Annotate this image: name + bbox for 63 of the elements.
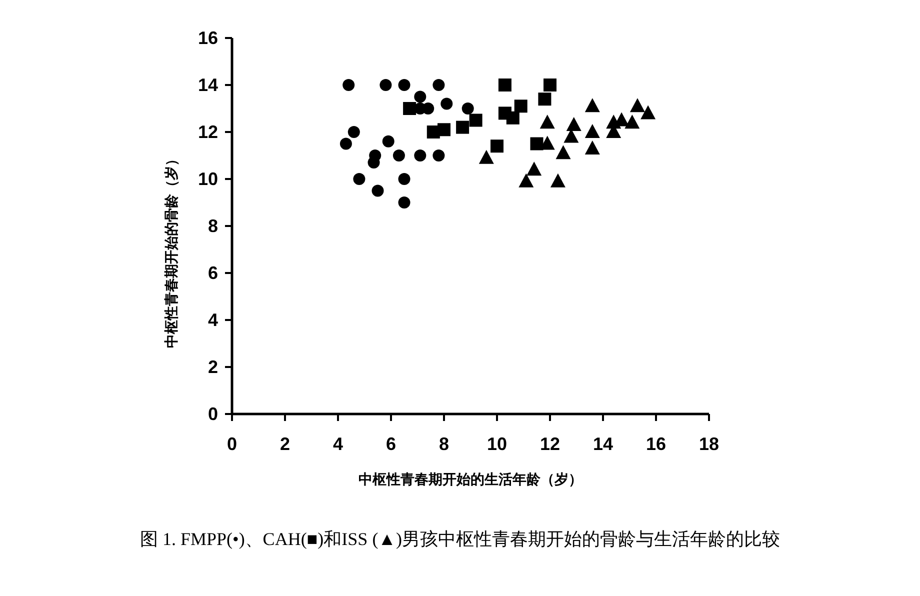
point: [490, 140, 504, 153]
y-tick-label: 14: [198, 75, 218, 95]
point: [566, 116, 582, 131]
point: [584, 140, 600, 154]
point: [403, 102, 416, 115]
point: [550, 173, 566, 188]
point: [526, 162, 542, 176]
x-tick-label: 0: [226, 434, 238, 454]
y-tick-label: 10: [198, 169, 218, 189]
point: [584, 98, 600, 112]
point: [392, 150, 405, 162]
y-tick-label: 4: [208, 310, 218, 330]
x-tick-label: 6: [386, 434, 396, 454]
point: [462, 102, 474, 114]
point: [469, 114, 482, 127]
point: [514, 100, 528, 113]
point: [518, 173, 534, 188]
point: [353, 173, 366, 185]
point: [584, 124, 600, 138]
caption: 图 1. FMPP(•)、CAH(■)和ISS (▲)男孩中枢性青春期开始的骨龄与生活年龄的比较: [140, 529, 780, 549]
x-tick-label: 2: [280, 434, 290, 454]
x-tick-label: 18: [698, 434, 720, 454]
point: [432, 79, 445, 91]
point: [538, 92, 552, 106]
point: [440, 98, 453, 110]
y-tick-label: 2: [208, 357, 218, 377]
y-tick-label: 8: [208, 216, 218, 236]
point: [414, 150, 426, 162]
point: [380, 79, 392, 91]
x-tick-label: 16: [646, 434, 666, 454]
x-tick-label: 14: [592, 434, 614, 454]
point: [398, 173, 410, 185]
point: [438, 123, 450, 136]
point: [398, 79, 410, 91]
point: [498, 78, 512, 92]
point: [540, 114, 555, 129]
point: [456, 120, 470, 134]
point: [530, 137, 544, 150]
point: [624, 114, 640, 129]
x-tick-label: 10: [486, 434, 508, 454]
x-tick-label: 12: [540, 434, 560, 454]
point: [478, 150, 494, 164]
point: [340, 138, 352, 150]
point: [640, 105, 656, 120]
y-tick-label: 0: [208, 404, 218, 424]
y-tick-label: 6: [208, 263, 218, 283]
x-axis-title: 中枢性青春期开始的生活年龄（岁）: [358, 471, 582, 487]
point: [432, 150, 445, 162]
x-tick-label: 8: [438, 434, 450, 454]
x-tick-label: 4: [332, 434, 344, 454]
point: [382, 135, 394, 148]
point: [368, 156, 380, 169]
y-tick-label: 12: [198, 122, 218, 142]
point: [348, 126, 360, 138]
point: [556, 145, 571, 160]
y-axis-title: 中枢性青春期开始的骨龄（岁）: [163, 152, 179, 348]
y-tick-label: 16: [198, 28, 218, 48]
point: [372, 184, 384, 197]
point: [398, 196, 410, 208]
point: [342, 79, 355, 91]
point: [544, 78, 556, 92]
point: [414, 90, 426, 103]
point: [630, 98, 645, 112]
